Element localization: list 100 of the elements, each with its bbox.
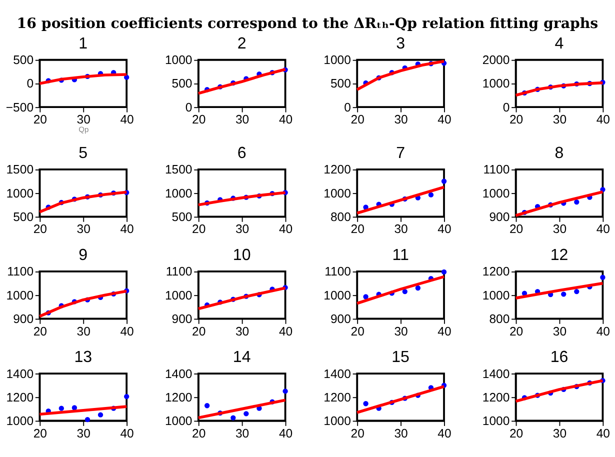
y-tick-label: 2000 — [482, 53, 510, 68]
x-tick-label: 30 — [76, 324, 91, 338]
y-tick-label: 500 — [172, 210, 192, 224]
point — [561, 292, 566, 297]
x-tick-label: 30 — [552, 426, 567, 440]
x-tick-label: 40 — [278, 222, 293, 236]
y-tick-label: 0 — [344, 100, 352, 114]
x-tick-label: 30 — [76, 426, 91, 440]
x-tick-label: 40 — [438, 324, 452, 338]
y-tick-label: 1500 — [6, 162, 34, 177]
x-tick-label: 30 — [552, 222, 567, 236]
y-tick-label: 1200 — [482, 264, 510, 279]
y-tick-label: 900 — [172, 312, 192, 326]
y-tick-label: 1100 — [7, 264, 34, 279]
point — [124, 394, 130, 400]
y-tick-label: 1000 — [6, 186, 34, 200]
point — [363, 401, 368, 406]
x-tick-label: 20 — [33, 426, 48, 440]
x-tick-label: 20 — [350, 426, 365, 440]
x-tick-label: 30 — [394, 112, 408, 127]
point — [244, 411, 249, 416]
x-tick-label: 40 — [278, 426, 293, 440]
y-tick-label: 1000 — [164, 186, 192, 200]
text: 16 position coefficients correspond to the ΔRₜₕ-Qp relation fitting graphs — [16, 16, 598, 32]
x-tick-label: 30 — [235, 426, 250, 440]
y-tick-label: 1100 — [324, 264, 352, 279]
x-tick-label: 20 — [350, 112, 365, 127]
line-series — [196, 68, 287, 95]
x-tick-label: 30 — [394, 222, 408, 236]
x-tick-label: 40 — [438, 222, 452, 236]
y-tick-label: 1400 — [164, 366, 192, 381]
x-tick-label: 30 — [394, 324, 408, 338]
x-tick-label: 20 — [192, 112, 206, 127]
x-tick-label: 30 — [76, 112, 91, 127]
y-tick-label: 1200 — [324, 162, 352, 177]
chart-title: 6 — [237, 144, 246, 162]
point — [600, 274, 606, 280]
x-tick-label: 30 — [235, 222, 250, 236]
y-tick-label: 0 — [502, 100, 510, 114]
point — [363, 294, 368, 300]
x-tick-label: 20 — [33, 112, 48, 127]
x-tick-label: 30 — [76, 222, 91, 236]
chart-title: 1 — [78, 34, 88, 53]
point — [230, 415, 236, 420]
x-tick-label: 40 — [596, 112, 610, 127]
line-series — [38, 190, 128, 214]
x-tick-label: 20 — [509, 112, 524, 127]
x-tick-label: 40 — [596, 222, 610, 236]
x-tick-label: 20 — [33, 222, 48, 236]
x-tick-label: 30 — [235, 324, 250, 338]
x-tick-label: 40 — [596, 324, 610, 338]
chart-title: 8 — [554, 144, 564, 162]
y-tick-label: 1200 — [164, 390, 192, 404]
chart-title: 16 — [550, 348, 568, 366]
point — [574, 199, 580, 205]
x-tick-label: 30 — [552, 324, 567, 338]
y-tick-label: 500 — [330, 76, 352, 91]
x-tick-label: 40 — [120, 324, 134, 338]
y-tick-label: 1000 — [164, 414, 192, 428]
x-axis-title: Qp — [78, 125, 89, 134]
point — [441, 269, 447, 275]
y-tick-label: 500 — [172, 76, 192, 91]
y-tick-label: 1100 — [483, 162, 510, 177]
y-tick-label: 1200 — [324, 390, 352, 404]
chart-title: 10 — [232, 246, 251, 264]
y-tick-label: 1000 — [482, 288, 510, 302]
chart-title: 3 — [396, 34, 406, 53]
chart-title: 9 — [78, 246, 88, 264]
line-series — [196, 191, 287, 206]
x-tick-label: 30 — [394, 426, 408, 440]
x-tick-label: 20 — [509, 324, 524, 338]
y-tick-label: 1000 — [164, 53, 192, 68]
y-tick-label: 1200 — [482, 390, 510, 404]
x-tick-label: 40 — [278, 324, 293, 338]
y-tick-label: 0 — [26, 76, 34, 91]
y-tick-label: 900 — [13, 312, 34, 326]
point — [84, 416, 90, 422]
y-tick-label: 800 — [489, 312, 510, 326]
y-tick-label: 1000 — [164, 288, 192, 302]
y-tick-label: 1000 — [482, 414, 510, 428]
y-tick-label: 1400 — [324, 366, 352, 381]
x-tick-label: 40 — [278, 112, 293, 127]
y-tick-label: 1000 — [482, 186, 510, 200]
x-tick-label: 30 — [235, 112, 250, 127]
y-tick-label: 1000 — [482, 76, 510, 91]
chart-title: 2 — [237, 34, 246, 53]
point — [72, 405, 78, 410]
chart-title: 7 — [396, 144, 406, 162]
x-tick-label: 40 — [120, 426, 134, 440]
x-tick-label: 20 — [350, 324, 365, 338]
point — [428, 192, 434, 198]
y-tick-label: 1400 — [6, 366, 34, 381]
y-tick-label: 1000 — [6, 414, 34, 428]
x-tick-label: 30 — [552, 112, 567, 127]
x-tick-label: 20 — [33, 324, 48, 338]
x-tick-label: 20 — [192, 324, 206, 338]
chart-title: 15 — [392, 348, 410, 366]
point — [574, 288, 580, 294]
chart-title: 4 — [554, 34, 564, 53]
y-tick-label: 1000 — [6, 288, 34, 302]
